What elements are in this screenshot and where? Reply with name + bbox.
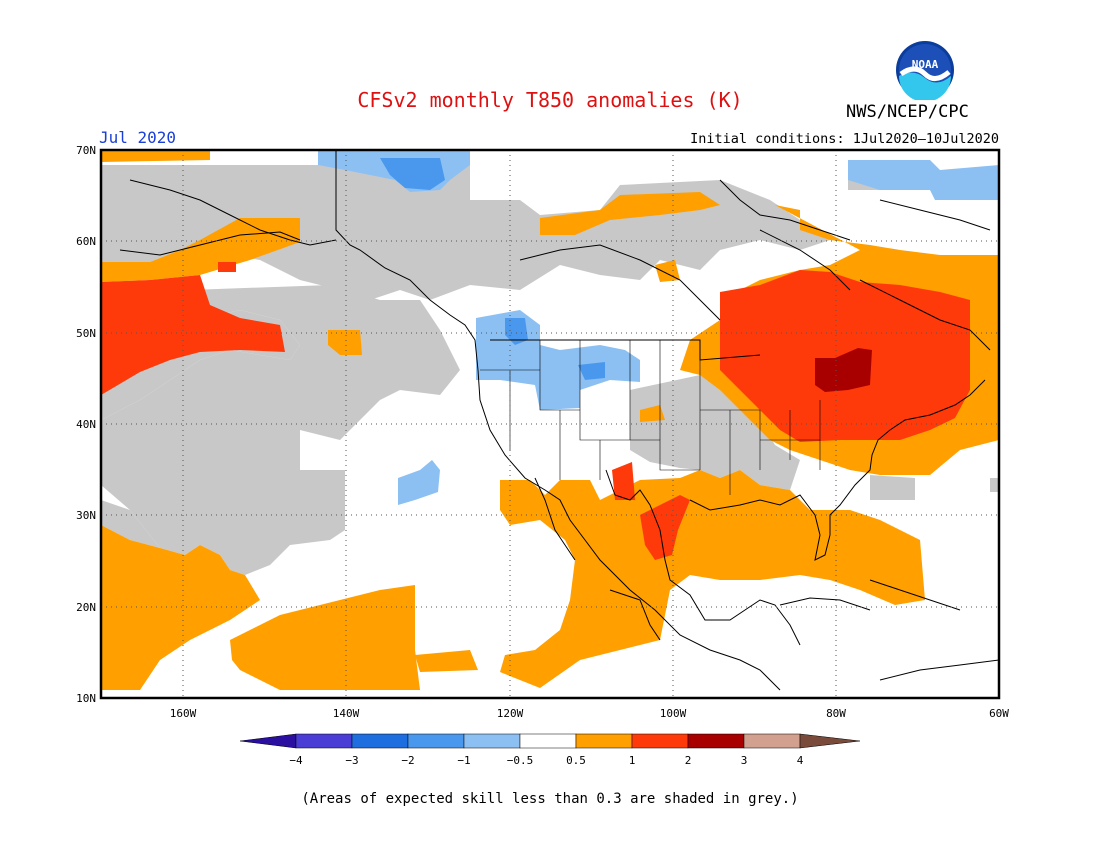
lon-label: 100W (660, 707, 687, 720)
colorbar-segment (519, 733, 577, 749)
colorbar-right-arrow (799, 733, 861, 749)
colorbar: −4 −3 −2 −1 −0.5 0.5 1 2 3 4 (239, 733, 861, 767)
colorbar-tick-label: −1 (457, 754, 470, 767)
colorbar-segment (407, 733, 465, 749)
initial-conditions-label: Initial conditions: 1Jul2020–10Jul2020 (690, 131, 999, 147)
colorbar-segment (743, 733, 801, 749)
colorbar-tick-label: −2 (401, 754, 414, 767)
lat-label: 40N (76, 418, 96, 431)
colorbar-tick-label: 3 (741, 754, 748, 767)
month-label: Jul 2020 (99, 128, 177, 147)
positive-anomalies (101, 150, 999, 690)
state-borders (480, 340, 821, 495)
lon-label: 120W (497, 707, 524, 720)
colorbar-tick-label: −4 (289, 754, 303, 767)
skill-footnote: (Areas of expected skill less than 0.3 a… (301, 791, 799, 807)
colorbar-tick-label: −0.5 (507, 754, 534, 767)
lon-label: 160W (170, 707, 197, 720)
colorbar-segment (575, 733, 633, 749)
lat-label: 30N (76, 509, 96, 522)
colorbar-tick-label: −3 (345, 754, 358, 767)
lat-label: 60N (76, 235, 96, 248)
map-frame (99, 148, 1001, 700)
noaa-logo: NOAA (895, 40, 955, 102)
lon-label: 140W (333, 707, 360, 720)
colorbar-segment (463, 733, 521, 749)
colorbar-tick-label: 2 (685, 754, 692, 767)
colorbar-segment (687, 733, 745, 749)
lon-label: 80W (826, 707, 846, 720)
colorbar-tick-label: 1 (629, 754, 636, 767)
lat-label: 20N (76, 601, 96, 614)
anomaly-field (101, 150, 999, 698)
colorbar-segment (351, 733, 409, 749)
colorbar-left-arrow (239, 733, 297, 749)
svg-text:NOAA: NOAA (912, 58, 939, 71)
colorbar-tick-label: 0.5 (566, 754, 586, 767)
agency-label: NWS/NCEP/CPC (846, 102, 969, 122)
colorbar-tick-label: 4 (797, 754, 804, 767)
lat-label: 70N (76, 144, 96, 157)
anomaly-map: 70N 60N 50N 40N 30N 20N 10N 160W 140W 12… (76, 144, 1009, 767)
colorbar-segment (631, 733, 689, 749)
lat-label: 10N (76, 692, 96, 705)
lat-label: 50N (76, 327, 96, 340)
lon-label: 60W (989, 707, 1009, 720)
negative-anomalies (318, 150, 999, 505)
axis-labels: 70N 60N 50N 40N 30N 20N 10N 160W 140W 12… (76, 144, 1009, 720)
map-title: CFSv2 monthly T850 anomalies (K) (357, 88, 743, 112)
colorbar-segment (295, 733, 353, 749)
